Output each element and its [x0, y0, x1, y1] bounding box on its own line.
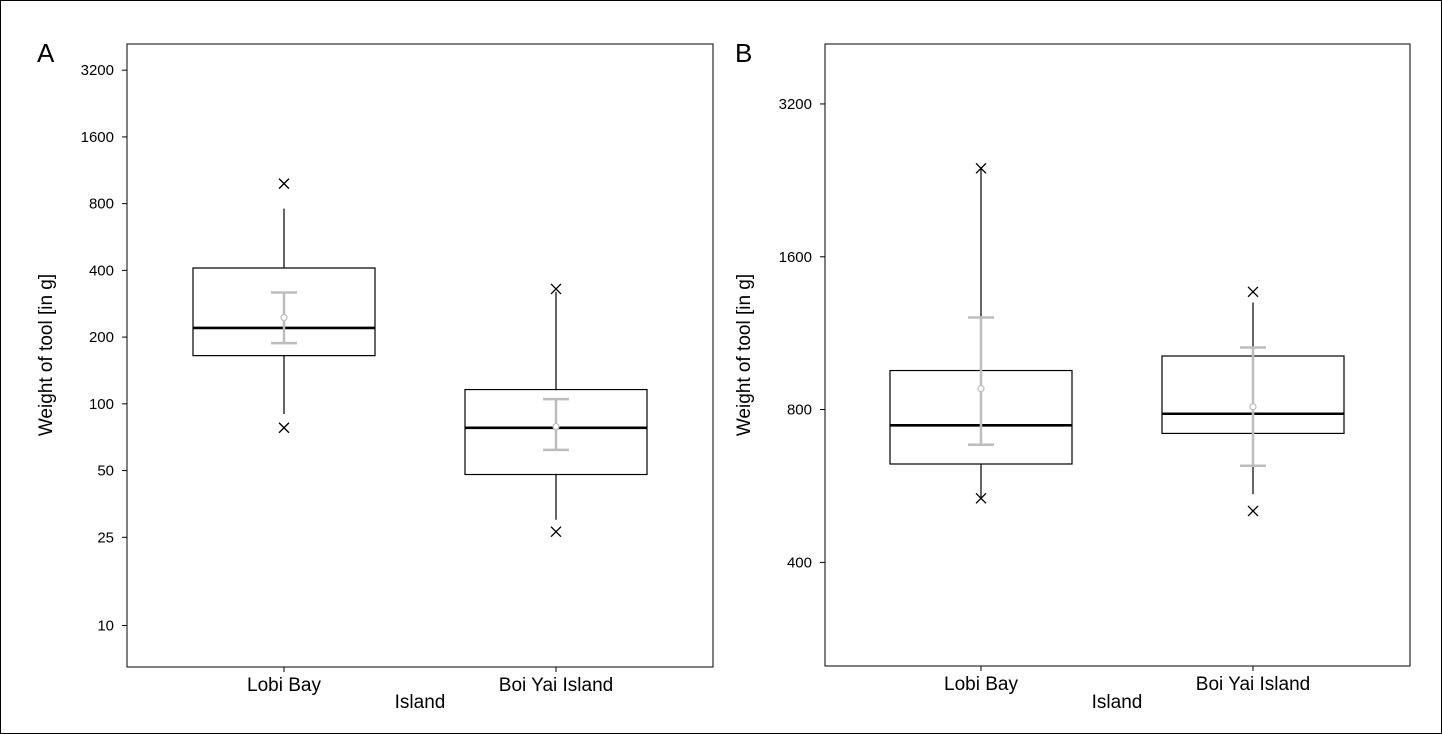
max-marker-stroke [278, 178, 290, 190]
min-marker [550, 526, 562, 538]
max-marker [1247, 286, 1259, 298]
x-tick-label: Boi Yai Island [499, 675, 613, 696]
y-tick-label: 3200 [81, 62, 114, 79]
y-axis: 10 25 50 100 200 400 800 1600 3200 [81, 62, 127, 635]
max-marker [278, 178, 290, 190]
mean-point [977, 384, 985, 393]
box-group [889, 162, 1073, 504]
min-marker [975, 492, 987, 504]
panel-label: A [37, 38, 55, 68]
min-marker [278, 422, 290, 434]
box-group [192, 178, 376, 434]
mean-point [1249, 403, 1257, 411]
x-axis: Lobi Bay Boi Yai Island [247, 667, 613, 696]
mean-point [280, 313, 288, 322]
y-tick-label: 50 [97, 463, 114, 480]
min-marker-stroke [550, 526, 562, 538]
box-group [1161, 286, 1345, 517]
x-axis: Lobi Bay Boi Yai Island [944, 666, 1310, 695]
max-marker [550, 283, 562, 295]
y-tick-label: 3200 [779, 96, 812, 113]
box-plots [192, 178, 648, 538]
y-tick-label: 10 [97, 618, 114, 635]
y-tick-label: 400 [787, 554, 812, 571]
y-tick-label: 400 [89, 262, 114, 279]
y-tick-label: 800 [787, 402, 812, 419]
x-tick-label: Lobi Bay [247, 675, 321, 696]
y-axis-label: Weight of tool [in g] [734, 274, 755, 436]
x-tick-label: Boi Yai Island [1196, 674, 1310, 695]
panel-a: A 10 25 50 100 200 400 800 1600 3200 Lobi Bay Boi… [36, 38, 714, 713]
x-tick-label: Lobi Bay [944, 674, 1018, 695]
y-axis-label: Weight of tool [in g] [36, 274, 57, 436]
max-marker-stroke [550, 283, 562, 295]
max-marker-stroke [1247, 286, 1259, 298]
max-marker [975, 162, 987, 174]
min-marker-stroke [1247, 505, 1259, 517]
box-group [464, 283, 648, 538]
x-axis-label: Island [395, 692, 446, 713]
min-marker-stroke [975, 492, 987, 504]
y-tick-label: 800 [89, 196, 114, 213]
plot-area [126, 43, 714, 668]
max-marker-stroke [975, 162, 987, 174]
iqr-box [464, 388, 648, 476]
y-tick-label: 25 [97, 529, 114, 546]
y-tick-label: 1600 [779, 249, 812, 266]
min-marker [1247, 505, 1259, 517]
box-plots [889, 162, 1345, 517]
plot-area [824, 43, 1411, 667]
min-marker-stroke [278, 422, 290, 434]
panel-label: B [735, 38, 752, 68]
y-tick-label: 1600 [81, 129, 114, 146]
iqr-box [192, 267, 376, 357]
mean-point [552, 422, 560, 431]
y-tick-label: 200 [89, 329, 114, 346]
y-tick-label: 100 [89, 396, 114, 413]
y-axis: 400 800 1600 3200 [779, 96, 825, 571]
x-axis-label: Island [1092, 692, 1143, 713]
